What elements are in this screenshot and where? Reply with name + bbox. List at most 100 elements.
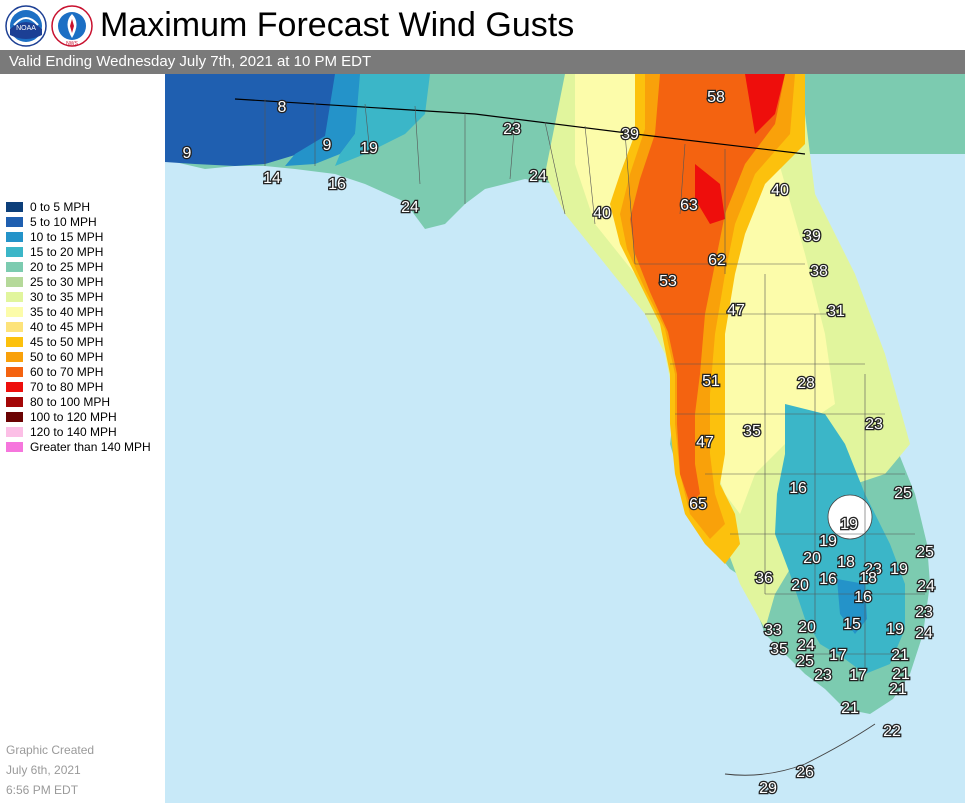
legend-item: 60 to 70 MPH	[6, 364, 151, 379]
legend-label: 30 to 35 MPH	[30, 289, 104, 304]
legend-item: Greater than 140 MPH	[6, 439, 151, 454]
legend-label: 5 to 10 MPH	[30, 214, 97, 229]
gust-value-label: 35	[770, 641, 788, 658]
header: NOAA NWS Maximum Forecast Wind Gusts	[0, 0, 965, 50]
gust-value-label: 25	[894, 485, 912, 502]
lake-okeechobee	[827, 494, 873, 540]
gust-value-label: 8	[278, 99, 287, 116]
legend-swatch	[6, 216, 23, 227]
gust-value-label: 51	[702, 373, 720, 390]
legend-item: 45 to 50 MPH	[6, 334, 151, 349]
legend-swatch	[6, 351, 23, 362]
state-line	[234, 98, 806, 155]
gust-value-label: 22	[883, 723, 901, 740]
legend-label: 10 to 15 MPH	[30, 229, 104, 244]
gust-value-label: 40	[593, 205, 611, 222]
legend-label: Greater than 140 MPH	[30, 439, 151, 454]
gust-value-label: 23	[814, 667, 832, 684]
gust-value-label: 35	[743, 423, 761, 440]
legend: 0 to 5 MPH 5 to 10 MPH 10 to 15 MPH 15 to 2…	[6, 199, 151, 454]
legend-label: 100 to 120 MPH	[30, 409, 117, 424]
legend-item: 10 to 15 MPH	[6, 229, 151, 244]
gust-value-label: 40	[771, 182, 789, 199]
gust-value-label: 20	[798, 619, 816, 636]
gust-value-label: 23	[503, 121, 521, 138]
zone-70-80	[695, 74, 785, 224]
legend-swatch	[6, 246, 23, 257]
legend-swatch	[6, 366, 23, 377]
legend-swatch	[6, 411, 23, 422]
florida-keys	[724, 723, 876, 776]
gust-value-label: 28	[797, 375, 815, 392]
created-info: Graphic Created July 6th, 2021 6:56 PM E…	[6, 740, 94, 800]
gust-value-label: 53	[659, 273, 677, 290]
gust-value-label: 24	[915, 625, 933, 642]
gust-value-label: 62	[708, 252, 726, 269]
legend-label: 35 to 40 MPH	[30, 304, 104, 319]
gust-value-label: 24	[401, 199, 419, 216]
nws-logo: NWS	[51, 5, 93, 47]
legend-label: 15 to 20 MPH	[30, 244, 104, 259]
legend-label: 25 to 30 MPH	[30, 274, 104, 289]
gust-value-label: 20	[803, 550, 821, 567]
legend-label: 45 to 50 MPH	[30, 334, 104, 349]
legend-swatch	[6, 396, 23, 407]
zone-5-10	[165, 74, 345, 166]
legend-item: 20 to 25 MPH	[6, 259, 151, 274]
gust-value-label: 14	[263, 170, 281, 187]
zone-10-15-south	[837, 579, 867, 634]
gust-value-label: 23	[915, 604, 933, 621]
legend-swatch	[6, 261, 23, 272]
gust-value-label: 23	[865, 416, 883, 433]
legend-item: 100 to 120 MPH	[6, 409, 151, 424]
legend-swatch	[6, 201, 23, 212]
legend-swatch	[6, 291, 23, 302]
gust-value-label: 47	[727, 302, 745, 319]
gust-value-label: 16	[819, 571, 837, 588]
legend-item: 25 to 30 MPH	[6, 274, 151, 289]
gust-value-label: 15	[843, 616, 861, 633]
legend-item: 5 to 10 MPH	[6, 214, 151, 229]
noaa-logo-text: NOAA	[16, 25, 36, 32]
zone-10-15	[285, 74, 365, 166]
legend-label: 50 to 60 MPH	[30, 349, 104, 364]
gust-value-label: 18	[837, 554, 855, 571]
gust-value-label: 39	[621, 126, 639, 143]
gust-value-label: 19	[840, 516, 858, 533]
legend-item: 120 to 140 MPH	[6, 424, 151, 439]
gust-value-label: 38	[810, 263, 828, 280]
legend-label: 60 to 70 MPH	[30, 364, 104, 379]
legend-swatch	[6, 321, 23, 332]
gust-value-label: 31	[827, 303, 845, 320]
legend-swatch	[6, 381, 23, 392]
legend-swatch	[6, 276, 23, 287]
legend-label: 70 to 80 MPH	[30, 379, 104, 394]
created-time: 6:56 PM EDT	[6, 783, 79, 797]
legend-label: 120 to 140 MPH	[30, 424, 117, 439]
gust-value-label: 21	[889, 681, 907, 698]
legend-label: 20 to 25 MPH	[30, 259, 104, 274]
legend-swatch	[6, 231, 23, 242]
gust-value-label: 29	[759, 780, 777, 797]
legend-label: 80 to 100 MPH	[30, 394, 111, 409]
legend-swatch	[6, 306, 23, 317]
gust-value-label: 17	[829, 647, 847, 664]
noaa-logo: NOAA	[5, 5, 47, 47]
gust-value-label: 16	[328, 176, 346, 193]
gust-value-label: 16	[854, 589, 872, 606]
legend-item: 35 to 40 MPH	[6, 304, 151, 319]
gust-value-label: 65	[689, 496, 707, 513]
legend-item: 70 to 80 MPH	[6, 379, 151, 394]
county-lines	[264, 99, 925, 674]
legend-swatch	[6, 426, 23, 437]
gust-value-label: 19	[819, 533, 837, 550]
gust-value-label: 26	[796, 764, 814, 781]
gust-value-label: 21	[892, 666, 910, 683]
gust-value-label: 24	[529, 168, 547, 185]
legend-label: 0 to 5 MPH	[30, 199, 91, 214]
legend-item: 0 to 5 MPH	[6, 199, 151, 214]
gust-value-label: 19	[360, 140, 378, 157]
gust-value-label: 36	[755, 570, 773, 587]
created-date: July 6th, 2021	[6, 763, 81, 777]
zone-15-20-panhandle	[335, 74, 430, 166]
